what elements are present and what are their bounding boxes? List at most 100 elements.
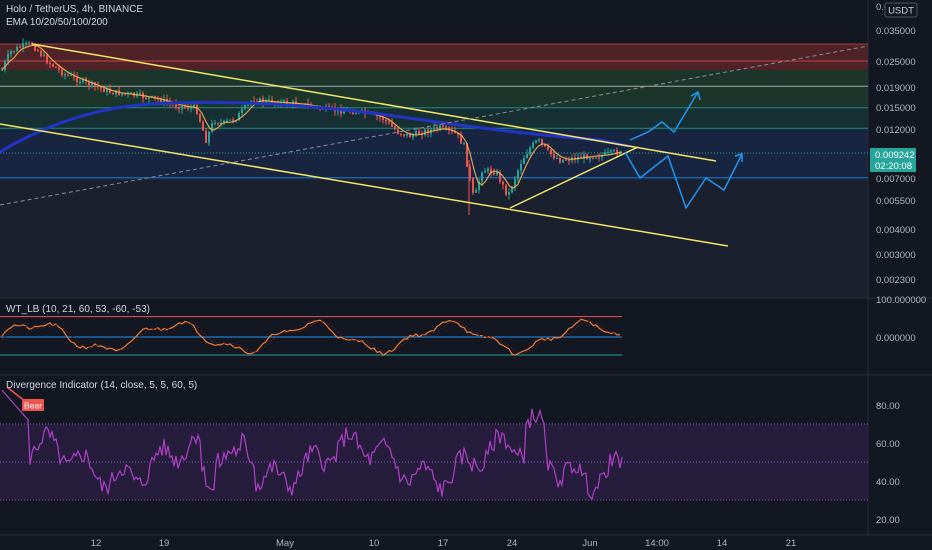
candle-body [568, 160, 570, 162]
candle-body [352, 112, 354, 115]
bear-tag-label: Bear [24, 401, 42, 411]
date-tick: 10 [369, 538, 380, 549]
candle-body [508, 192, 510, 195]
candle-body [403, 134, 405, 136]
candle-body [82, 78, 84, 82]
candle-body [502, 181, 504, 185]
price-tick: 0.015000 [876, 103, 916, 114]
symbol-title: Holo / TetherUS, 4h, BINANCE [6, 4, 144, 15]
candle-body [55, 66, 57, 68]
rsi-tick: 80.00 [876, 401, 900, 412]
candle-body [283, 100, 285, 102]
ema-legend[interactable]: EMA 10/20/50/100/200 [6, 17, 108, 28]
candle-body [517, 170, 519, 179]
candle-body [607, 151, 609, 153]
candle-body [328, 106, 330, 108]
candle-body [436, 127, 438, 130]
price-tick-partial: 0.0 [876, 2, 889, 13]
candle-body [91, 82, 93, 86]
candle-body [487, 168, 489, 172]
candle-body [544, 143, 546, 147]
candle-body [16, 46, 18, 51]
candle-body [397, 129, 399, 134]
candle-body [121, 93, 123, 96]
wt-pane-label[interactable]: WT_LB (10, 21, 60, 53, -60, -53) [6, 304, 150, 315]
candle-body [244, 105, 246, 109]
rsi-line [1, 389, 623, 501]
candle-body [151, 95, 153, 97]
candle-body [391, 122, 393, 127]
candle-body [529, 147, 531, 155]
candle-body [49, 63, 51, 65]
candle-body [19, 46, 21, 48]
candle-body [253, 101, 255, 103]
candle-body [190, 107, 192, 109]
candle-body [616, 150, 618, 155]
candle-body [208, 131, 210, 143]
candle-body [259, 98, 261, 104]
date-tick: 12 [91, 538, 102, 549]
div-axis: 80.00 60.00 40.00 20.00 [876, 401, 900, 526]
candle-body [394, 126, 396, 130]
candle-body [601, 155, 603, 158]
candle-body [547, 146, 549, 150]
candle-body [490, 168, 492, 173]
candle-body [205, 130, 207, 143]
candle-body [163, 99, 165, 103]
zone-red [0, 44, 868, 70]
candle-body [532, 142, 534, 148]
rsi-tick: 40.00 [876, 477, 900, 488]
projection-arrowhead [734, 153, 743, 162]
candle-body [499, 172, 501, 182]
candle-body [523, 158, 525, 164]
candle-body [223, 120, 225, 123]
candle-body [472, 178, 474, 193]
candle-body [202, 121, 204, 131]
ema-200-line [0, 100, 629, 154]
candle-body [88, 81, 90, 86]
candle-body [385, 119, 387, 122]
bear-signal-tag: Bear [22, 399, 44, 411]
lower-channel-line [0, 123, 729, 247]
horizontal-levels [0, 43, 868, 179]
candle-body [460, 134, 462, 144]
upper-channel-line [31, 43, 717, 162]
date-tick: 17 [438, 538, 449, 549]
wt2-line [1, 320, 621, 354]
candle-body [61, 69, 63, 76]
ascending-support-line [509, 146, 639, 209]
candle-body [22, 43, 24, 48]
wt-tick: 0.000000 [876, 333, 916, 344]
candle-body [481, 172, 483, 182]
currency-button[interactable]: USDT [884, 2, 918, 18]
divergence-pane-label[interactable]: Divergence Indicator (14, close, 5, 5, 6… [6, 380, 198, 391]
candle-body [64, 74, 66, 76]
candle-body [238, 113, 240, 121]
trendlines [0, 43, 869, 247]
price-tick: 0.002300 [876, 275, 916, 286]
candle-body [226, 120, 228, 122]
candle-body [58, 67, 60, 70]
date-tick: 24 [507, 538, 518, 549]
candle-body [388, 121, 390, 123]
candle-body [475, 190, 477, 193]
candle-body [535, 140, 537, 143]
candle-body [52, 64, 54, 67]
candle-body [343, 111, 345, 114]
candle-body [109, 88, 111, 93]
date-axis: 12 19 May 10 17 24 Jun 14:00 14 21 [91, 538, 797, 549]
candle-body [520, 164, 522, 171]
ema-fast-line [1, 44, 623, 189]
candle-body [154, 95, 156, 98]
candle-body [415, 131, 417, 135]
candle-body [112, 93, 114, 95]
candle-body [598, 157, 600, 159]
candle-body [496, 172, 498, 175]
candle-body [412, 135, 414, 138]
candle-body [439, 125, 441, 130]
price-tick: 0.003000 [876, 250, 916, 261]
date-tick: May [276, 538, 294, 549]
candle-body [31, 42, 33, 45]
rsi-tick: 60.00 [876, 439, 900, 450]
